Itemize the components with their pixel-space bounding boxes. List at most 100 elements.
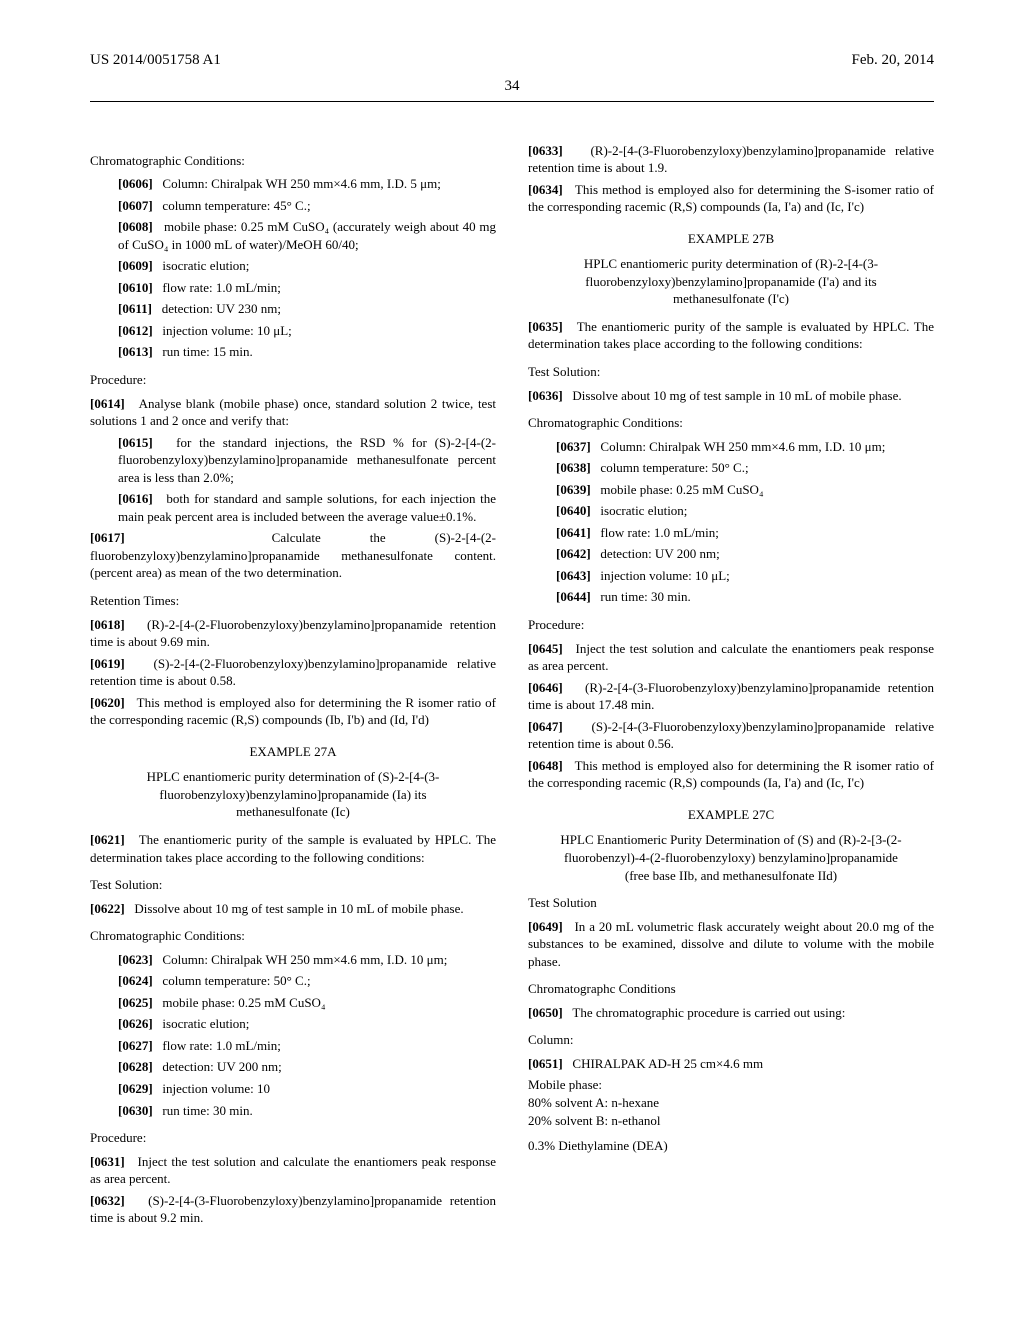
para-0612: [0612] injection volume: 10 μL;	[90, 322, 496, 340]
para-0643: [0643] injection volume: 10 μL;	[528, 567, 934, 585]
text-0636: Dissolve about 10 mg of test sample in 1…	[572, 388, 901, 403]
para-0637: [0637] Column: Chiralpak WH 250 mm×4.6 m…	[528, 438, 934, 456]
para-0624: [0624] column temperature: 50° C.;	[90, 972, 496, 990]
para-0608: [0608] mobile phase: 0.25 mM CuSO₄ (accu…	[90, 218, 496, 253]
text-0610: flow rate: 1.0 mL/min;	[162, 280, 280, 295]
para-0617: [0617] Calculate the (S)-2-[4-(2-fluorob…	[90, 529, 496, 582]
para-0606: [0606] Column: Chiralpak WH 250 mm×4.6 m…	[90, 175, 496, 193]
para-0646: [0646] (R)-2-[4-(3-Fluorobenzyloxy)benzy…	[528, 679, 934, 714]
para-0647: [0647] (S)-2-[4-(3-Fluorobenzyloxy)benzy…	[528, 718, 934, 753]
para-0639: [0639] mobile phase: 0.25 mM CuSO₄	[528, 481, 934, 499]
para-0626: [0626] isocratic elution;	[90, 1015, 496, 1033]
heading-chromatographic-1: Chromatographic Conditions:	[90, 152, 496, 170]
heading-test-solution-2: Test Solution:	[528, 363, 934, 381]
para-0625: [0625] mobile phase: 0.25 mM CuSO₄	[90, 994, 496, 1012]
text-0643: injection volume: 10 μL;	[600, 568, 729, 583]
text-0625: mobile phase: 0.25 mM CuSO₄	[162, 995, 325, 1010]
text-0635: The enantiomeric purity of the sample is…	[528, 319, 934, 352]
para-0633: [0633] (R)-2-[4-(3-Fluorobenzyloxy)benzy…	[528, 142, 934, 177]
text-0609: isocratic elution;	[162, 258, 249, 273]
para-0642: [0642] detection: UV 200 nm;	[528, 545, 934, 563]
text-0630: run time: 30 min.	[162, 1103, 252, 1118]
para-0613: [0613] run time: 15 min.	[90, 343, 496, 361]
heading-chromatographic-2: Chromatographic Conditions:	[90, 927, 496, 945]
text-0634: This method is employed also for determi…	[528, 182, 934, 215]
text-0632: (S)-2-[4-(3-Fluorobenzyloxy)benzylamino]…	[90, 1193, 496, 1226]
mobile-phase-dea: 0.3% Diethylamine (DEA)	[528, 1137, 934, 1155]
example-27a-subtitle: HPLC enantiomeric purity determination o…	[90, 768, 496, 821]
text-0644: run time: 30 min.	[600, 589, 690, 604]
text-0637: Column: Chiralpak WH 250 mm×4.6 mm, I.D.…	[600, 439, 885, 454]
text-0631: Inject the test solution and calculate t…	[90, 1154, 496, 1187]
para-0627: [0627] flow rate: 1.0 mL/min;	[90, 1037, 496, 1055]
text-0645: Inject the test solution and calculate t…	[528, 641, 934, 674]
para-0607: [0607] column temperature: 45° C.;	[90, 197, 496, 215]
example-27b-subtitle: HPLC enantiomeric purity determination o…	[528, 255, 934, 308]
para-0651: [0651] CHIRALPAK AD-H 25 cm×4.6 mm	[528, 1055, 934, 1073]
example-27c-subtitle: HPLC Enantiomeric Purity Determination o…	[528, 831, 934, 884]
para-0648: [0648] This method is employed also for …	[528, 757, 934, 792]
para-0645: [0645] Inject the test solution and calc…	[528, 640, 934, 675]
text-0639: mobile phase: 0.25 mM CuSO₄	[600, 482, 763, 497]
heading-test-solution-1: Test Solution:	[90, 876, 496, 894]
text-0651: CHIRALPAK AD-H 25 cm×4.6 mm	[572, 1056, 763, 1071]
para-0634: [0634] This method is employed also for …	[528, 181, 934, 216]
text-0608: mobile phase: 0.25 mM CuSO₄ (accurately …	[118, 219, 496, 252]
text-0622: Dissolve about 10 mg of test sample in 1…	[134, 901, 463, 916]
page-number: 34	[90, 76, 934, 96]
heading-column: Column:	[528, 1031, 934, 1049]
text-0647: (S)-2-[4-(3-Fluorobenzyloxy)benzylamino]…	[528, 719, 934, 752]
para-0641: [0641] flow rate: 1.0 mL/min;	[528, 524, 934, 542]
header-rule	[90, 101, 934, 102]
para-0640: [0640] isocratic elution;	[528, 502, 934, 520]
para-0609: [0609] isocratic elution;	[90, 257, 496, 275]
text-0627: flow rate: 1.0 mL/min;	[162, 1038, 280, 1053]
text-0623: Column: Chiralpak WH 250 mm×4.6 mm, I.D.…	[162, 952, 447, 967]
para-0628: [0628] detection: UV 200 nm;	[90, 1058, 496, 1076]
text-0638: column temperature: 50° C.;	[600, 460, 748, 475]
text-0649: In a 20 mL volumetric flask accurately w…	[528, 919, 934, 969]
heading-chromatographic-3: Chromatographic Conditions:	[528, 414, 934, 432]
para-0610: [0610] flow rate: 1.0 mL/min;	[90, 279, 496, 297]
text-0626: isocratic elution;	[162, 1016, 249, 1031]
para-0649: [0649] In a 20 mL volumetric flask accur…	[528, 918, 934, 971]
para-0614: [0614] Analyse blank (mobile phase) once…	[90, 395, 496, 430]
example-27c-title: EXAMPLE 27C	[528, 806, 934, 824]
para-0622: [0622] Dissolve about 10 mg of test samp…	[90, 900, 496, 918]
para-0631: [0631] Inject the test solution and calc…	[90, 1153, 496, 1188]
example-27b-title: EXAMPLE 27B	[528, 230, 934, 248]
mobile-phase-a: 80% solvent A: n-hexane	[528, 1094, 934, 1112]
text-0640: isocratic elution;	[600, 503, 687, 518]
para-0619: [0619] (S)-2-[4-(2-Fluorobenzyloxy)benzy…	[90, 655, 496, 690]
para-0623: [0623] Column: Chiralpak WH 250 mm×4.6 m…	[90, 951, 496, 969]
text-0612: injection volume: 10 μL;	[162, 323, 291, 338]
heading-chromatographic-4: Chromatographc Conditions	[528, 980, 934, 998]
mobile-phase-label: Mobile phase:	[528, 1076, 934, 1094]
para-0615: [0615] for the standard injections, the …	[90, 434, 496, 487]
text-0641: flow rate: 1.0 mL/min;	[600, 525, 718, 540]
heading-procedure-1: Procedure:	[90, 371, 496, 389]
text-0611: detection: UV 230 nm;	[162, 301, 281, 316]
para-0616: [0616] both for standard and sample solu…	[90, 490, 496, 525]
heading-retention: Retention Times:	[90, 592, 496, 610]
para-0632: [0632] (S)-2-[4-(3-Fluorobenzyloxy)benzy…	[90, 1192, 496, 1227]
text-0614: Analyse blank (mobile phase) once, stand…	[90, 396, 496, 429]
para-0635: [0635] The enantiomeric purity of the sa…	[528, 318, 934, 353]
text-0629: injection volume: 10	[162, 1081, 270, 1096]
text-0619: (S)-2-[4-(2-Fluorobenzyloxy)benzylamino]…	[90, 656, 496, 689]
text-0607: column temperature: 45° C.;	[162, 198, 310, 213]
text-0650: The chromatographic procedure is carried…	[572, 1005, 845, 1020]
text-0618: (R)-2-[4-(2-Fluorobenzyloxy)benzylamino]…	[90, 617, 496, 650]
heading-test-solution-3: Test Solution	[528, 894, 934, 912]
para-0621: [0621] The enantiomeric purity of the sa…	[90, 831, 496, 866]
text-0621: The enantiomeric purity of the sample is…	[90, 832, 496, 865]
heading-procedure-3: Procedure:	[528, 616, 934, 634]
text-0615: for the standard injections, the RSD % f…	[118, 435, 496, 485]
para-0618: [0618] (R)-2-[4-(2-Fluorobenzyloxy)benzy…	[90, 616, 496, 651]
heading-procedure-2: Procedure:	[90, 1129, 496, 1147]
text-0617: Calculate the (S)-2-[4-(2-fluorobenzylox…	[90, 530, 496, 580]
doc-id: US 2014/0051758 A1	[90, 50, 221, 70]
para-0611: [0611] detection: UV 230 nm;	[90, 300, 496, 318]
para-0650: [0650] The chromatographic procedure is …	[528, 1004, 934, 1022]
text-0624: column temperature: 50° C.;	[162, 973, 310, 988]
